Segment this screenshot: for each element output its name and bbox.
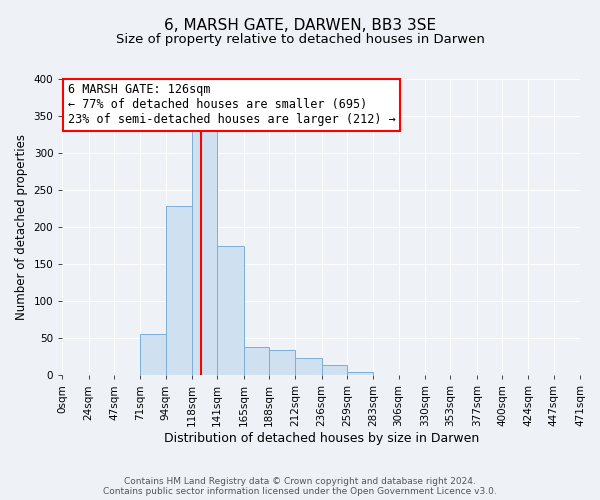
Text: 6 MARSH GATE: 126sqm
← 77% of detached houses are smaller (695)
23% of semi-deta: 6 MARSH GATE: 126sqm ← 77% of detached h…: [68, 84, 395, 126]
Bar: [295, 358, 322, 376]
X-axis label: Distribution of detached houses by size in Darwen: Distribution of detached houses by size …: [164, 432, 479, 445]
Text: 6, MARSH GATE, DARWEN, BB3 3SE: 6, MARSH GATE, DARWEN, BB3 3SE: [164, 18, 436, 32]
Bar: [269, 350, 295, 376]
Bar: [322, 365, 347, 376]
Text: Contains HM Land Registry data © Crown copyright and database right 2024.: Contains HM Land Registry data © Crown c…: [124, 478, 476, 486]
Bar: [244, 347, 269, 376]
Bar: [347, 372, 373, 376]
Bar: [192, 131, 217, 376]
Bar: [217, 246, 244, 376]
Bar: [140, 334, 166, 376]
Text: Size of property relative to detached houses in Darwen: Size of property relative to detached ho…: [116, 32, 484, 46]
Text: Contains public sector information licensed under the Open Government Licence v3: Contains public sector information licen…: [103, 488, 497, 496]
Y-axis label: Number of detached properties: Number of detached properties: [15, 134, 28, 320]
Bar: [166, 206, 192, 376]
